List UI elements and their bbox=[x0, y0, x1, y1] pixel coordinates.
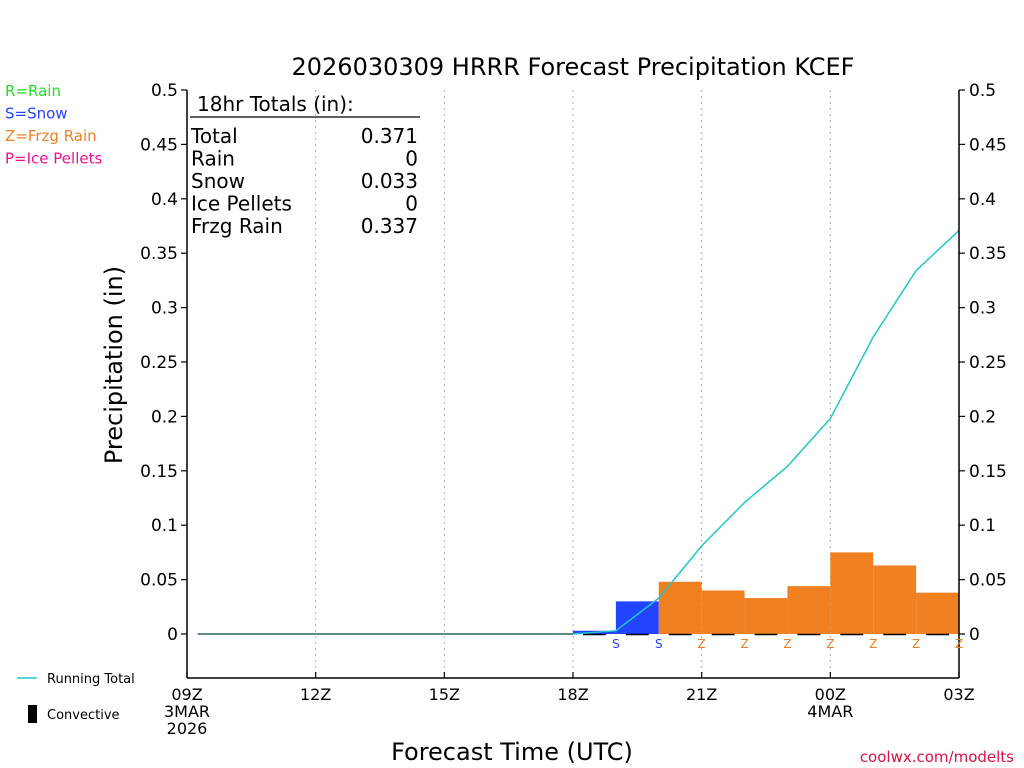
y-ticks-left: 0 0.05 0.1 0.15 0.2 0.25 0.3 0.35 0.4 0.45 0.5 bbox=[140, 81, 187, 645]
y-tick-label: 0.2 bbox=[151, 407, 178, 427]
totals-box: 18hr Totals (in): Total 0.371 Rain 0 Snow 0.03… bbox=[190, 92, 420, 238]
y-ticks-right: 0 0.05 0.1 0.15 0.2 0.25 0.3 0.35 0.4 0.45 0.5 bbox=[959, 81, 1007, 645]
precip-bar bbox=[873, 565, 917, 634]
precip-type-label: S bbox=[655, 637, 663, 651]
totals-row-label: Frzg Rain bbox=[191, 214, 283, 238]
x-tick-label: 00Z bbox=[815, 685, 846, 704]
totals-row-label: Rain bbox=[191, 147, 235, 171]
credit-text: coolwx.com/modelts bbox=[860, 748, 1014, 766]
totals-heading: 18hr Totals (in): bbox=[197, 92, 354, 116]
x-tick-label: 15Z bbox=[429, 685, 460, 704]
y-tick-label-right: 0.25 bbox=[969, 353, 1007, 373]
legend-series-label: Running Total bbox=[47, 672, 135, 687]
y-tick-label-right: 0.45 bbox=[969, 135, 1007, 155]
totals-row-value: 0.337 bbox=[361, 214, 418, 238]
y-tick-label-right: 0.3 bbox=[969, 299, 996, 319]
totals-row-label: Snow bbox=[191, 169, 245, 193]
y-axis-label: Precipitation (in) bbox=[100, 266, 128, 464]
gridlines bbox=[315, 90, 831, 678]
precip-type-label: Z bbox=[955, 637, 963, 651]
y-tick-label-right: 0.2 bbox=[969, 407, 996, 427]
x-tick-label: 4MAR bbox=[807, 702, 853, 721]
totals-row-value: 0.033 bbox=[361, 169, 418, 193]
y-tick-label-right: 0.15 bbox=[969, 462, 1007, 482]
x-tick-label: 03Z bbox=[943, 685, 974, 704]
y-tick-label: 0.1 bbox=[151, 516, 178, 536]
y-tick-label: 0.5 bbox=[151, 81, 178, 101]
running-total-group bbox=[197, 229, 960, 635]
precip-bar bbox=[701, 590, 745, 634]
legend-bar-swatch bbox=[28, 705, 37, 723]
totals-row-label: Total bbox=[190, 124, 238, 148]
series-legend: Running Total Convective bbox=[17, 672, 135, 723]
type-legend-entry: P=Ice Pellets bbox=[5, 150, 102, 168]
y-tick-label: 0 bbox=[167, 625, 178, 645]
precip-type-label: Z bbox=[740, 637, 748, 651]
x-tick-label: 2026 bbox=[167, 719, 208, 738]
precip-bar bbox=[830, 552, 874, 634]
totals-row-label: Ice Pellets bbox=[191, 192, 292, 216]
type-legend-entry: R=Rain bbox=[5, 82, 61, 100]
precip-type-label: Z bbox=[698, 637, 706, 651]
precip-bar bbox=[615, 601, 659, 634]
type-legend-entry: S=Snow bbox=[5, 105, 68, 123]
precip-bar bbox=[787, 586, 831, 634]
y-tick-label-right: 0.5 bbox=[969, 81, 996, 101]
type-legend-entry: Z=Frzg Rain bbox=[5, 127, 97, 145]
precip-bar bbox=[744, 598, 788, 634]
x-tick-label: 09Z bbox=[171, 685, 202, 704]
bars-group bbox=[573, 552, 959, 636]
chart-title: 2026030309 HRRR Forecast Precipitation K… bbox=[291, 53, 854, 81]
y-tick-label: 0.3 bbox=[151, 299, 178, 319]
x-tick-label: 3MAR bbox=[164, 702, 210, 721]
totals-row-value: 0.371 bbox=[361, 124, 418, 148]
y-tick-label-right: 0.4 bbox=[969, 190, 996, 210]
y-tick-label-right: 0 bbox=[969, 625, 980, 645]
y-tick-label: 0.25 bbox=[140, 353, 178, 373]
totals-row-value: 0 bbox=[405, 192, 418, 216]
y-tick-label: 0.05 bbox=[140, 571, 178, 591]
y-tick-label: 0.4 bbox=[151, 190, 178, 210]
precip-type-label: Z bbox=[912, 637, 920, 651]
precip-bar bbox=[916, 592, 959, 634]
precip-type-label: Z bbox=[783, 637, 791, 651]
x-tick-label: 21Z bbox=[686, 685, 717, 704]
x-tick-label: 12Z bbox=[300, 685, 331, 704]
y-tick-label: 0.45 bbox=[140, 135, 178, 155]
x-tick-label: 18Z bbox=[557, 685, 588, 704]
precip-type-legend: R=Rain S=Snow Z=Frzg Rain P=Ice Pellets bbox=[5, 82, 102, 168]
y-tick-label-right: 0.35 bbox=[969, 244, 1007, 264]
y-tick-label: 0.35 bbox=[140, 244, 178, 264]
y-tick-label-right: 0.05 bbox=[969, 571, 1007, 591]
precip-type-label: Z bbox=[826, 637, 834, 651]
legend-series-label: Convective bbox=[47, 708, 120, 723]
precip-type-label: Z bbox=[869, 637, 877, 651]
y-tick-label-right: 0.1 bbox=[969, 516, 996, 536]
x-axis-label: Forecast Time (UTC) bbox=[391, 738, 633, 766]
totals-row-value: 0 bbox=[405, 147, 418, 171]
y-tick-label: 0.15 bbox=[140, 462, 178, 482]
precip-type-label: S bbox=[612, 637, 620, 651]
